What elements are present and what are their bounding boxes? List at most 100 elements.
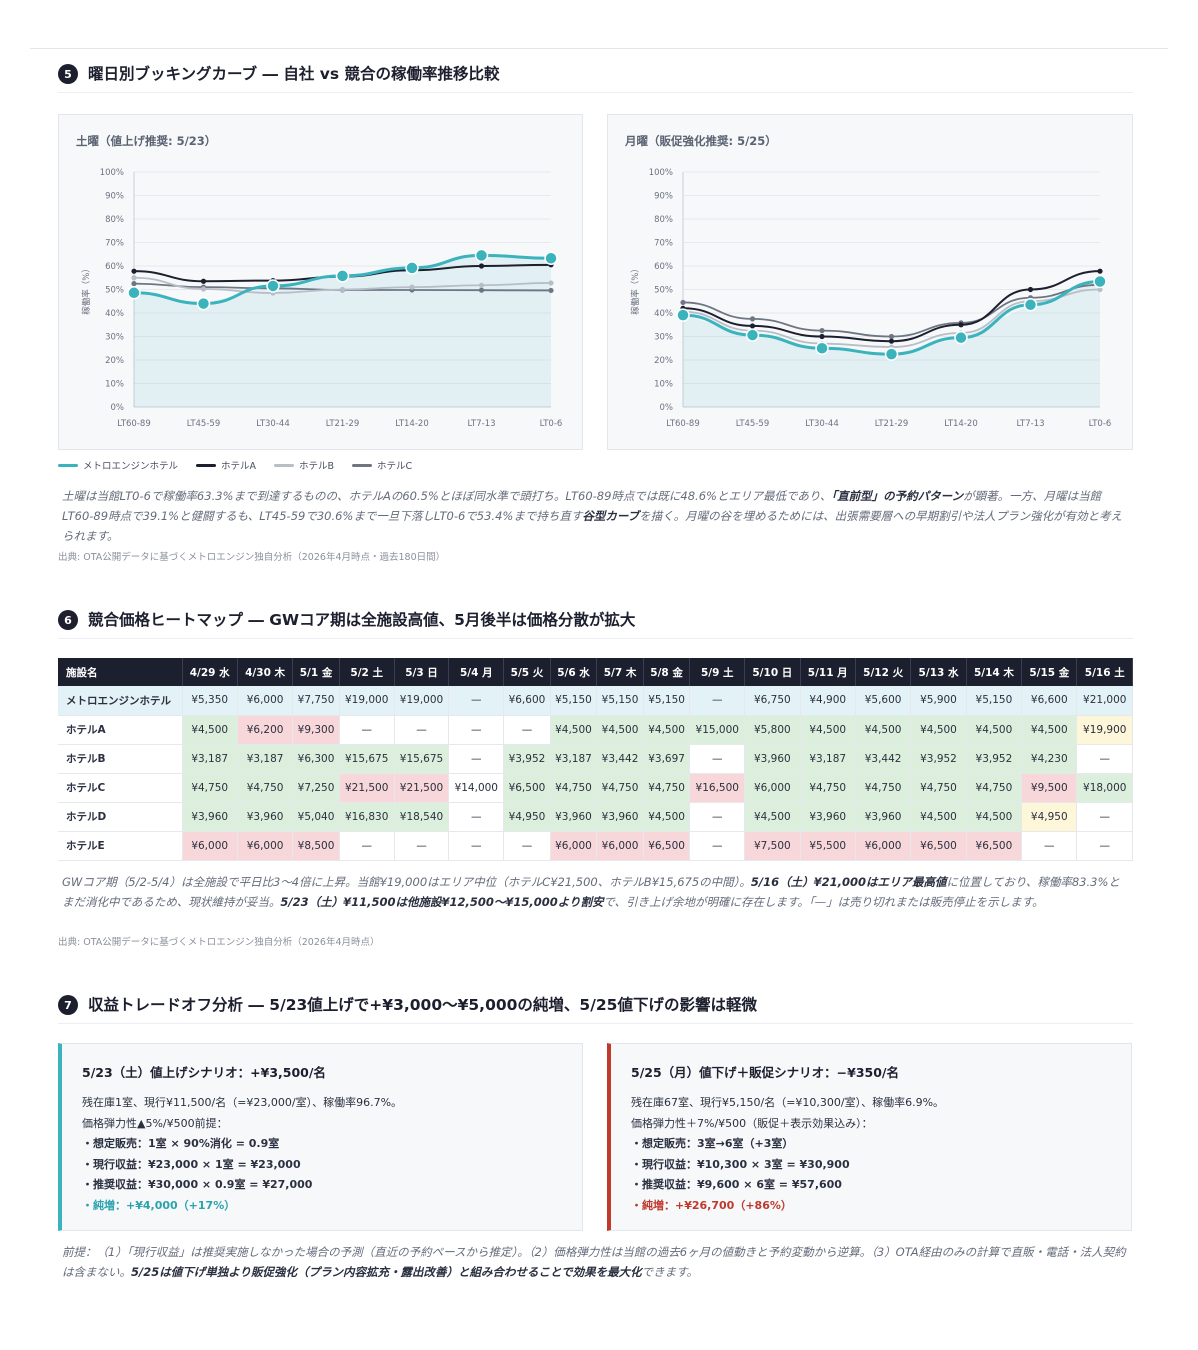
note-emphasis: 5/16（土）¥21,000はエリア最高値 — [750, 875, 947, 889]
column-header-date: 5/16 土 — [1076, 658, 1133, 686]
legend-swatch — [352, 463, 373, 467]
y-tick-label: 80% — [654, 215, 673, 225]
scenario-card-discount: 5/25（月）値下げ＋販促シナリオ：−¥350/名 残在庫67室、現行¥5,15… — [607, 1043, 1132, 1231]
data-point — [749, 323, 756, 329]
price-cell: ¥9,500 — [1021, 773, 1078, 803]
scenario-bullet: ・想定販売：1室 × 90%消化 = 0.9室 — [82, 1137, 280, 1150]
column-header-date: 5/15 金 — [1021, 658, 1078, 686]
section-title: 収益トレードオフ分析 ― 5/23値上げで+¥3,000〜¥5,000の純増、5… — [88, 996, 757, 1014]
section-6-source: 出典: OTA公開データに基づくメトロエンジン独自分析（2026年4月時点） — [58, 937, 380, 948]
data-point — [1023, 298, 1038, 312]
data-point — [749, 316, 756, 322]
price-cell: ¥4,750 — [855, 773, 912, 803]
note-text: を描く。月曜の谷を埋めるためには、出張需要層への早期割引や法人プラン強化が有効と… — [62, 509, 1123, 543]
price-cell: — — [448, 831, 505, 861]
y-tick-label: 100% — [100, 168, 124, 178]
chart-legend: メトロエンジンホテル ホテルA ホテルB ホテルC — [58, 458, 412, 472]
data-point — [131, 275, 137, 281]
scenario-bullet: ・推奨収益：¥9,600 × 6室 = ¥57,600 — [631, 1178, 842, 1191]
price-cell: ¥7,750 — [292, 686, 340, 716]
note-text: 土曜は当館LT0-6で稼働率63.3%まで到達するものの、ホテルAの60.5%と… — [62, 489, 832, 503]
legend-item: メトロエンジンホテル — [58, 458, 178, 472]
price-cell: ¥3,960 — [237, 802, 294, 832]
x-tick-label: LT60-89 — [117, 419, 150, 429]
price-cell: ¥6,000 — [550, 831, 598, 861]
price-cell: — — [448, 686, 505, 716]
price-cell: ¥3,187 — [800, 744, 856, 774]
legend-label: ホテルB — [299, 461, 335, 472]
price-cell: ¥6,000 — [855, 831, 912, 861]
price-cell: ¥4,500 — [966, 802, 1023, 832]
price-cell: ¥4,750 — [596, 773, 644, 803]
chart-title: 土曜（値上げ推奨: 5/23） — [76, 134, 217, 148]
price-cell: ¥4,950 — [503, 802, 551, 832]
scenario-line: 価格弾力性▲5%/¥500前提： — [82, 1116, 228, 1130]
x-tick-label: LT30-44 — [805, 419, 838, 429]
price-cell: ¥6,000 — [596, 831, 644, 861]
y-tick-label: 40% — [654, 309, 673, 319]
price-cell: ¥5,150 — [550, 686, 598, 716]
scenario-line: 残在庫67室、現行¥5,150/名（=¥10,300/室）、稼働率6.9%。 — [631, 1096, 945, 1109]
price-cell: ¥3,697 — [643, 744, 691, 774]
price-cell: ¥3,952 — [910, 744, 967, 774]
price-cell: ¥4,500 — [182, 715, 238, 745]
price-cell: ¥4,230 — [1021, 744, 1078, 774]
x-tick-label: LT21-29 — [875, 419, 908, 429]
price-cell: ¥3,960 — [182, 802, 238, 832]
column-header-date: 5/11 月 — [800, 658, 856, 686]
section-7-header: 7 収益トレードオフ分析 ― 5/23値上げで+¥3,000〜¥5,000の純増… — [58, 994, 1133, 1024]
legend-label: メトロエンジンホテル — [83, 461, 179, 472]
y-tick-label: 0% — [111, 403, 125, 413]
data-point — [200, 278, 207, 284]
price-cell: ¥3,960 — [800, 802, 856, 832]
data-point — [196, 296, 211, 311]
price-cell: ¥6,600 — [503, 686, 551, 716]
scenario-bullet: ・現行収益：¥23,000 × 1室 = ¥23,000 — [82, 1157, 301, 1171]
data-point — [819, 328, 825, 334]
price-cell: ¥4,500 — [550, 715, 598, 745]
y-tick-label: 50% — [105, 286, 124, 296]
table-header-row: 施設名 4/29 水 4/30 木 5/1 金 5/2 土 5/3 日 5/4 月 5/5 火… — [58, 658, 1133, 686]
facility-name-cell: ホテルD — [58, 802, 183, 832]
column-header-date: 5/4 月 — [448, 658, 505, 686]
note-text: 前提：（1）「現行収益」は推奨実施しなかった場合の予測（直近の予約ペースから推定… — [62, 1245, 1126, 1279]
column-header-date: 5/6 水 — [550, 658, 598, 686]
data-point — [1097, 286, 1103, 293]
column-header-date: 5/8 金 — [643, 658, 691, 686]
section-5-header: 5 曜日別ブッキングカーブ ― 自社 vs 競合の稼働率推移比較 — [58, 63, 1133, 93]
price-cell: ¥15,000 — [689, 715, 746, 745]
data-point — [548, 280, 554, 286]
line-chart-saturday: 0% 10% 20% 30% 40% 50% 60% 70% 80% 90% 100% 稼働率（%） L… — [81, 168, 562, 429]
price-cell: ¥6,500 — [910, 831, 967, 861]
price-cell: ¥9,300 — [292, 715, 340, 745]
price-cell: ¥3,442 — [596, 744, 644, 774]
price-cell: ¥3,442 — [855, 744, 912, 774]
scenario-net-gain: ・純増：+¥26,700（+86%） — [631, 1198, 792, 1212]
data-point — [474, 248, 489, 263]
section-number-badge: 5 — [58, 64, 78, 84]
price-cell: — — [503, 831, 551, 861]
table-row: ホテルA ¥4,500 ¥6,200 ¥9,300— — — — ¥4,500 ¥4,500 ¥4… — [58, 715, 1133, 745]
price-cell: ¥4,950 — [1021, 802, 1078, 832]
data-point — [131, 268, 137, 274]
price-cell: ¥5,150 — [596, 686, 644, 716]
x-tick-label: LT7-13 — [1016, 419, 1044, 429]
data-point — [745, 328, 760, 342]
column-header-date: 5/13 水 — [910, 658, 967, 686]
data-point — [409, 284, 415, 290]
note-text: できます。 — [641, 1265, 698, 1279]
y-tick-label: 20% — [654, 356, 673, 366]
legend-swatch — [274, 463, 295, 467]
price-cell: — — [448, 744, 505, 774]
data-point — [131, 281, 137, 287]
line-chart-monday: 0% 10% 20% 30% 40% 50% 60% 70% 80% 90% 100% 稼働率（%） L… — [630, 168, 1111, 429]
price-cell: ¥4,500 — [596, 715, 644, 745]
price-cell: — — [1021, 831, 1078, 861]
price-cell: ¥3,960 — [550, 802, 598, 832]
note-emphasis: 5/23（土）¥11,500は他施設¥12,500〜¥15,000より割安 — [280, 895, 604, 909]
price-cell: ¥4,500 — [643, 802, 691, 832]
data-point — [405, 261, 419, 275]
price-cell: ¥5,500 — [800, 831, 856, 861]
legend-swatch — [196, 463, 217, 467]
section-7-note: 前提：（1）「現行収益」は推奨実施しなかった場合の予測（直近の予約ペースから推定… — [62, 1242, 1130, 1282]
